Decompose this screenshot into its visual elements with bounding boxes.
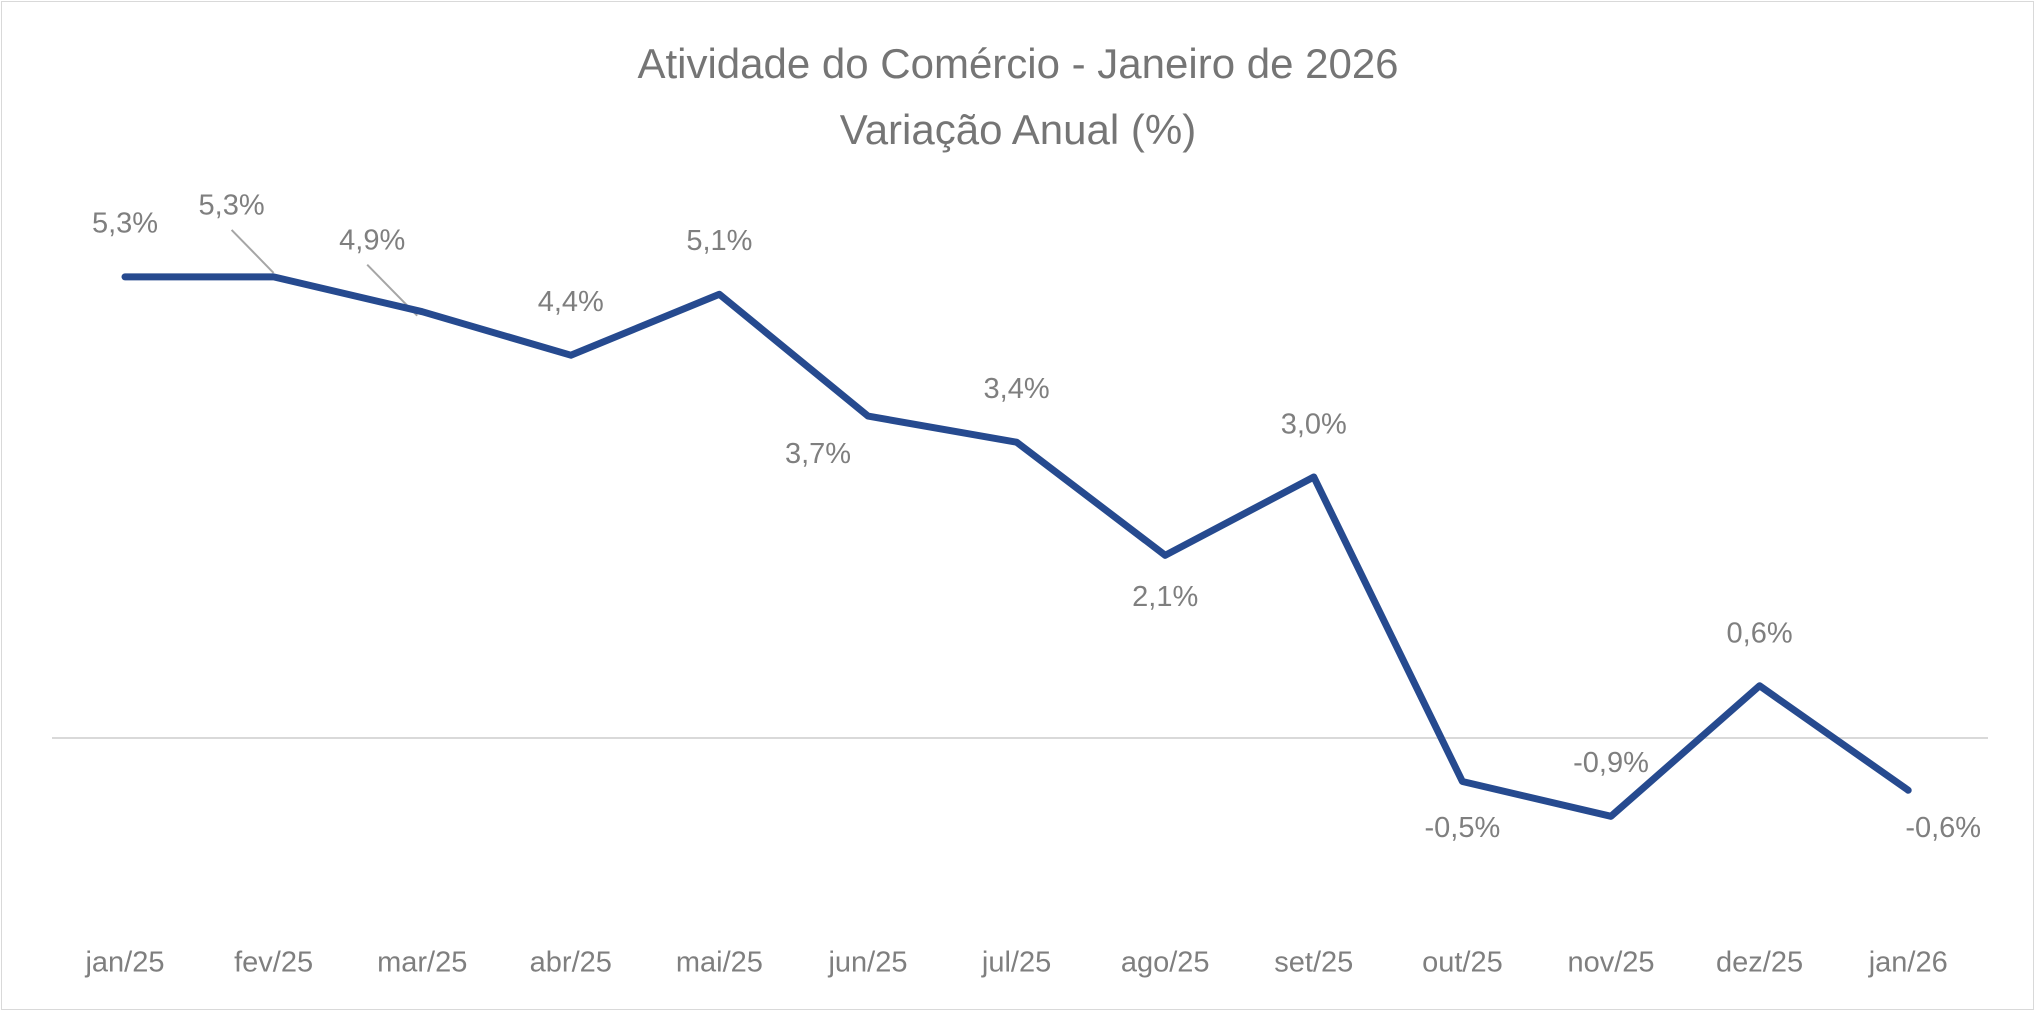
series-line: [121, 273, 1912, 820]
data-label: 0,6%: [1727, 617, 1793, 649]
x-tick-label: fev/25: [234, 947, 313, 979]
chart-subtitle: Variação Anual (%): [840, 106, 1196, 153]
data-label: 3,7%: [785, 438, 851, 470]
data-label: 5,1%: [686, 225, 752, 257]
data-label: 5,3%: [92, 208, 158, 240]
x-tick-label: nov/25: [1567, 947, 1654, 979]
data-label: -0,5%: [1425, 812, 1501, 844]
x-tick-label: jul/25: [981, 947, 1051, 979]
data-label: 2,1%: [1132, 581, 1198, 613]
x-tick-label: jan/25: [84, 947, 164, 979]
data-label: 5,3%: [199, 190, 265, 222]
data-label: -0,6%: [1905, 812, 1981, 844]
x-tick-label: out/25: [1422, 947, 1503, 979]
x-tick-label: jun/25: [827, 947, 907, 979]
data-label: 3,0%: [1281, 409, 1347, 441]
chart-title: Atividade do Comércio - Janeiro de 2026: [637, 40, 1398, 87]
data-label: -0,9%: [1573, 747, 1649, 779]
x-tick-label: mai/25: [676, 947, 763, 979]
x-tick-label: ago/25: [1121, 947, 1210, 979]
x-tick-label: jan/26: [1868, 947, 1948, 979]
x-tick-label: mar/25: [377, 947, 467, 979]
x-tick-label: abr/25: [530, 947, 612, 979]
data-label: 3,4%: [984, 373, 1050, 405]
x-tick-label: set/25: [1274, 947, 1353, 979]
data-label: 4,4%: [538, 286, 604, 318]
leader-line: [230, 229, 275, 274]
x-tick-label: dez/25: [1716, 947, 1803, 979]
data-label: 4,9%: [339, 224, 405, 256]
